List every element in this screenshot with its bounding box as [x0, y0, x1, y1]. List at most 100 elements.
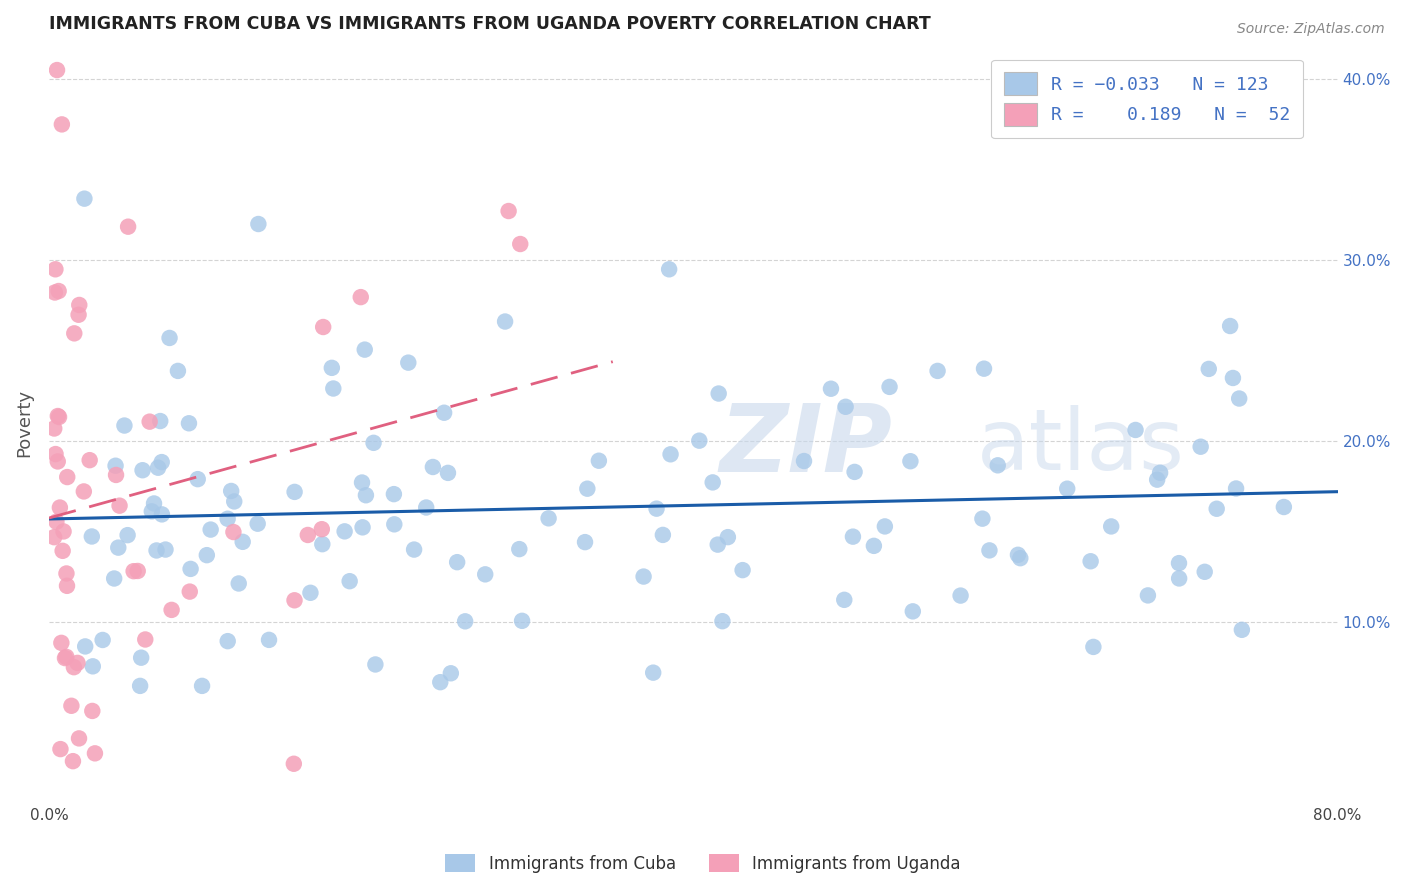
Point [702, 475, 724, 490]
Point [446, 555, 468, 569]
Point [1056, 482, 1078, 496]
Point [1222, 371, 1244, 385]
Point [1010, 551, 1032, 566]
Point [67, 298, 90, 312]
Point [56, 470, 79, 484]
Point [122, 564, 145, 578]
Point [510, 614, 533, 628]
Point [927, 364, 949, 378]
Point [350, 290, 373, 304]
Point [901, 604, 924, 618]
Point [67, 731, 90, 746]
Point [1149, 466, 1171, 480]
Point [711, 614, 734, 628]
Point [44, 530, 66, 544]
Point [508, 542, 530, 557]
Point [1225, 482, 1247, 496]
Point [1007, 548, 1029, 562]
Point [1146, 473, 1168, 487]
Point [55, 649, 77, 664]
Point [52, 524, 75, 539]
Point [1198, 362, 1220, 376]
Point [820, 382, 842, 396]
Point [949, 589, 972, 603]
Point [179, 584, 201, 599]
Point [219, 483, 242, 498]
Point [105, 467, 128, 482]
Point [793, 454, 815, 468]
Point [688, 434, 710, 448]
Text: atlas: atlas [977, 405, 1185, 488]
Point [588, 454, 610, 468]
Point [284, 484, 307, 499]
Point [283, 593, 305, 607]
Point [150, 508, 173, 522]
Point [731, 563, 754, 577]
Point [437, 466, 460, 480]
Text: Source: ZipAtlas.com: Source: ZipAtlas.com [1237, 22, 1385, 37]
Point [108, 499, 131, 513]
Point [66, 656, 89, 670]
Point [382, 487, 405, 501]
Point [129, 650, 152, 665]
Point [141, 504, 163, 518]
Point [112, 418, 135, 433]
Point [79, 453, 101, 467]
Point [1080, 554, 1102, 568]
Point [195, 548, 218, 562]
Point [396, 356, 419, 370]
Point [643, 665, 665, 680]
Point [103, 572, 125, 586]
Point [973, 361, 995, 376]
Point [651, 528, 673, 542]
Point [177, 417, 200, 431]
Text: IMMIGRANTS FROM CUBA VS IMMIGRANTS FROM UGANDA POVERTY CORRELATION CHART: IMMIGRANTS FROM CUBA VS IMMIGRANTS FROM … [49, 15, 931, 33]
Point [863, 539, 886, 553]
Text: ZIP: ZIP [718, 401, 891, 492]
Point [474, 567, 496, 582]
Point [63, 660, 86, 674]
Point [352, 520, 374, 534]
Point [187, 472, 209, 486]
Point [143, 496, 166, 510]
Point [60, 698, 83, 713]
Point [82, 704, 104, 718]
Point [350, 475, 373, 490]
Point [134, 632, 156, 647]
Point [222, 524, 245, 539]
Point [73, 192, 96, 206]
Point [247, 217, 270, 231]
Point [297, 528, 319, 542]
Point [48, 410, 70, 425]
Point [73, 484, 96, 499]
Point [232, 534, 254, 549]
Point [633, 569, 655, 583]
Point [1168, 556, 1191, 570]
Point [659, 447, 682, 461]
Legend: Immigrants from Cuba, Immigrants from Uganda: Immigrants from Cuba, Immigrants from Ug… [439, 847, 967, 880]
Point [117, 219, 139, 234]
Point [382, 517, 405, 532]
Point [45, 447, 67, 461]
Point [82, 659, 104, 673]
Point [160, 603, 183, 617]
Point [717, 530, 740, 544]
Point [46, 409, 69, 423]
Point [422, 460, 444, 475]
Point [129, 679, 152, 693]
Point [1194, 565, 1216, 579]
Point [844, 465, 866, 479]
Point [873, 519, 896, 533]
Point [159, 331, 181, 345]
Point [67, 308, 90, 322]
Point [167, 364, 190, 378]
Point [217, 512, 239, 526]
Point [494, 314, 516, 328]
Legend: R = −0.033   N = 123, R =    0.189   N =  52: R = −0.033 N = 123, R = 0.189 N = 52 [991, 60, 1303, 138]
Point [1136, 588, 1159, 602]
Point [498, 204, 520, 219]
Point [56, 579, 79, 593]
Point [1227, 392, 1250, 406]
Point [51, 636, 73, 650]
Point [150, 455, 173, 469]
